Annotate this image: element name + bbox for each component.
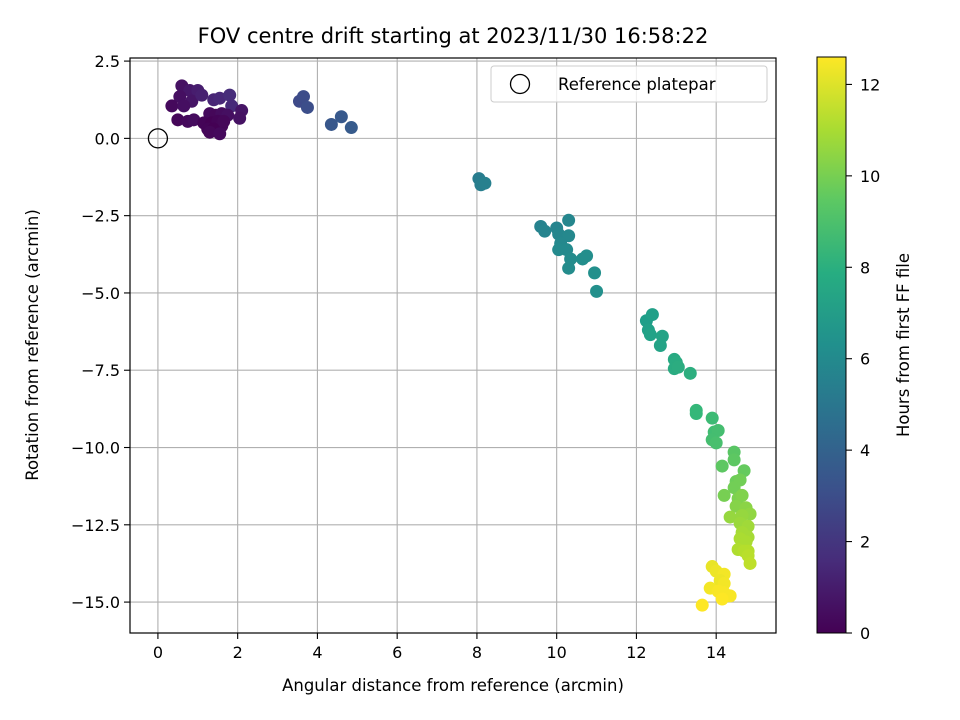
data-point xyxy=(562,229,576,243)
y-tick-label: −12.5 xyxy=(71,516,120,535)
x-tick-label: 6 xyxy=(392,643,402,662)
data-point xyxy=(233,111,247,125)
data-point xyxy=(562,213,576,227)
data-point xyxy=(671,360,685,374)
x-tick-label: 8 xyxy=(472,643,482,662)
data-point xyxy=(223,88,237,102)
colorbar-tick-label: 2 xyxy=(860,533,870,552)
data-point xyxy=(590,284,604,298)
data-point xyxy=(689,407,703,421)
data-point xyxy=(643,328,657,342)
y-tick-label: −7.5 xyxy=(81,361,120,380)
colorbar-tick-label: 6 xyxy=(860,350,870,369)
data-point xyxy=(165,99,179,113)
data-point xyxy=(729,499,743,513)
data-point xyxy=(717,488,731,502)
data-point xyxy=(695,598,709,612)
colorbar: 0 2 4 6 8 10 12 Hours from first FF file xyxy=(816,56,913,643)
colorbar-ticks: 0 2 4 6 8 10 12 xyxy=(846,75,880,643)
data-point xyxy=(711,424,725,438)
legend-open-circle-icon xyxy=(509,73,531,95)
data-point xyxy=(727,453,741,467)
x-tick-label: 2 xyxy=(233,643,243,662)
data-point xyxy=(195,88,209,102)
data-point xyxy=(213,91,227,105)
legend: Reference platepar xyxy=(490,65,768,103)
data-point xyxy=(562,261,576,275)
data-point xyxy=(683,366,697,380)
x-axis-label: Angular distance from reference (arcmin) xyxy=(282,676,624,695)
data-point xyxy=(334,110,348,124)
data-point xyxy=(743,556,757,570)
y-tick-label: 0.0 xyxy=(95,129,120,148)
data-point xyxy=(538,224,552,238)
y-tick-label: −2.5 xyxy=(81,207,120,226)
x-tick-label: 14 xyxy=(706,643,726,662)
colorbar-tick-label: 12 xyxy=(860,75,880,94)
grid-lines xyxy=(130,58,776,633)
data-point xyxy=(727,481,741,495)
data-point xyxy=(709,436,723,450)
data-point xyxy=(653,339,667,352)
colorbar-gradient xyxy=(816,56,847,634)
data-point xyxy=(715,459,729,473)
data-point xyxy=(705,411,719,425)
y-axis-label: Rotation from reference (arcmin) xyxy=(23,209,42,481)
data-point xyxy=(645,308,659,322)
x-tick-label: 12 xyxy=(626,643,646,662)
data-point xyxy=(213,127,227,141)
data-points xyxy=(165,79,757,612)
data-point xyxy=(324,117,338,131)
colorbar-tick-label: 10 xyxy=(860,167,880,186)
data-point xyxy=(715,592,729,606)
x-axis-ticks: 0 2 4 6 8 10 12 14 xyxy=(153,633,726,662)
data-point xyxy=(735,488,749,502)
data-point xyxy=(296,90,310,104)
data-point xyxy=(203,125,217,139)
data-point xyxy=(177,99,191,113)
y-tick-label: −5.0 xyxy=(81,284,120,303)
y-tick-label: −10.0 xyxy=(71,439,120,458)
x-tick-label: 10 xyxy=(546,643,566,662)
colorbar-tick-label: 8 xyxy=(860,258,870,277)
colorbar-tick-label: 4 xyxy=(860,441,870,460)
reference-platepar-marker xyxy=(147,128,169,149)
data-point xyxy=(217,114,231,128)
data-point xyxy=(478,176,492,190)
legend-box xyxy=(490,65,768,103)
data-point xyxy=(187,113,201,127)
y-axis-ticks: 2.5 0.0 −2.5 −5.0 −7.5 −10.0 −12.5 −15.0 xyxy=(71,52,130,612)
x-tick-label: 4 xyxy=(312,643,322,662)
data-point xyxy=(300,100,314,114)
colorbar-tick-label: 0 xyxy=(860,624,870,643)
y-tick-label: 2.5 xyxy=(95,52,120,71)
data-point xyxy=(344,121,358,135)
colorbar-label: Hours from first FF file xyxy=(894,253,913,437)
data-point xyxy=(580,249,594,263)
data-point xyxy=(171,113,185,127)
x-tick-label: 0 xyxy=(153,643,163,662)
legend-label: Reference platepar xyxy=(558,75,716,94)
plot-frame xyxy=(129,57,777,634)
chart-title: FOV centre drift starting at 2023/11/30 … xyxy=(198,24,709,48)
y-tick-label: −15.0 xyxy=(71,593,120,612)
data-point xyxy=(588,266,602,280)
data-point xyxy=(723,510,737,524)
